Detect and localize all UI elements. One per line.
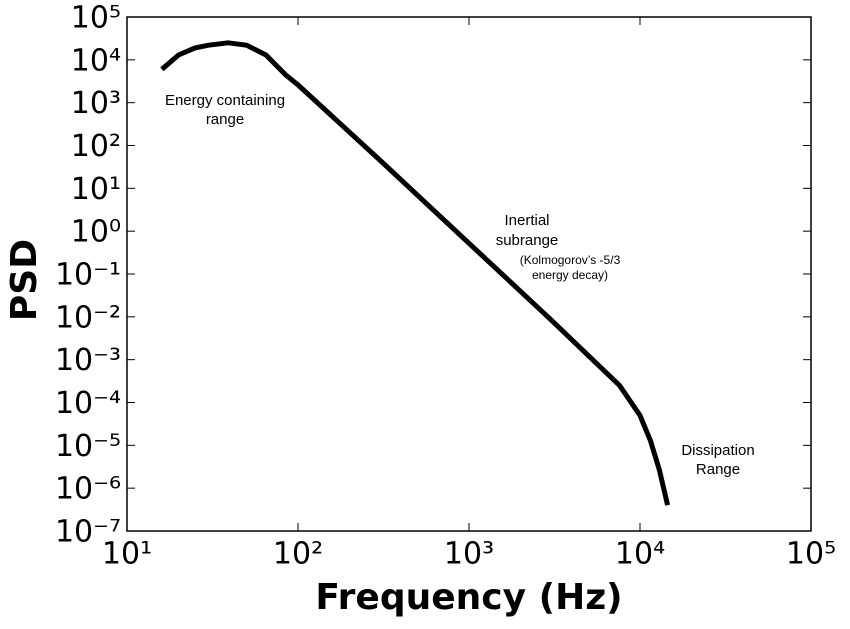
y-tick-label: 10³ <box>71 86 121 121</box>
y-tick-label: 10⁻² <box>55 300 121 335</box>
x-tick-label: 10¹ <box>102 537 152 572</box>
annotation: Inertial <box>504 212 549 229</box>
y-tick-label: 10⁻¹ <box>55 258 121 293</box>
annotation: Range <box>696 461 740 478</box>
x-axis-label: Frequency (Hz) <box>315 577 622 618</box>
y-tick-label: 10⁰ <box>71 215 121 250</box>
x-tick-label: 10³ <box>444 537 494 572</box>
x-tick-label: 10⁵ <box>786 537 836 572</box>
annotation: range <box>206 111 244 128</box>
annotation: (Kolmogorov’s -5/3 <box>520 253 621 267</box>
y-tick-label: 10² <box>71 129 121 164</box>
y-tick-label: 10⁻⁴ <box>55 386 121 421</box>
y-axis-label: PSD <box>4 239 45 321</box>
annotation: subrange <box>496 232 559 249</box>
y-tick-label: 10⁵ <box>71 1 121 36</box>
annotation: energy decay) <box>532 268 608 282</box>
y-tick-label: 10⁻⁵ <box>55 429 121 464</box>
y-tick-label: 10⁻⁷ <box>55 515 121 550</box>
annotation: Dissipation <box>681 442 754 459</box>
annotation: Energy containing <box>165 92 285 109</box>
y-tick-label: 10⁻³ <box>55 343 121 378</box>
y-tick-label: 10¹ <box>71 172 121 207</box>
x-tick-label: 10² <box>273 537 323 572</box>
y-tick-label: 10⁻⁶ <box>55 472 121 507</box>
x-tick-label: 10⁴ <box>615 537 665 572</box>
y-tick-label: 10⁴ <box>71 43 121 78</box>
psd-curve <box>160 40 671 506</box>
